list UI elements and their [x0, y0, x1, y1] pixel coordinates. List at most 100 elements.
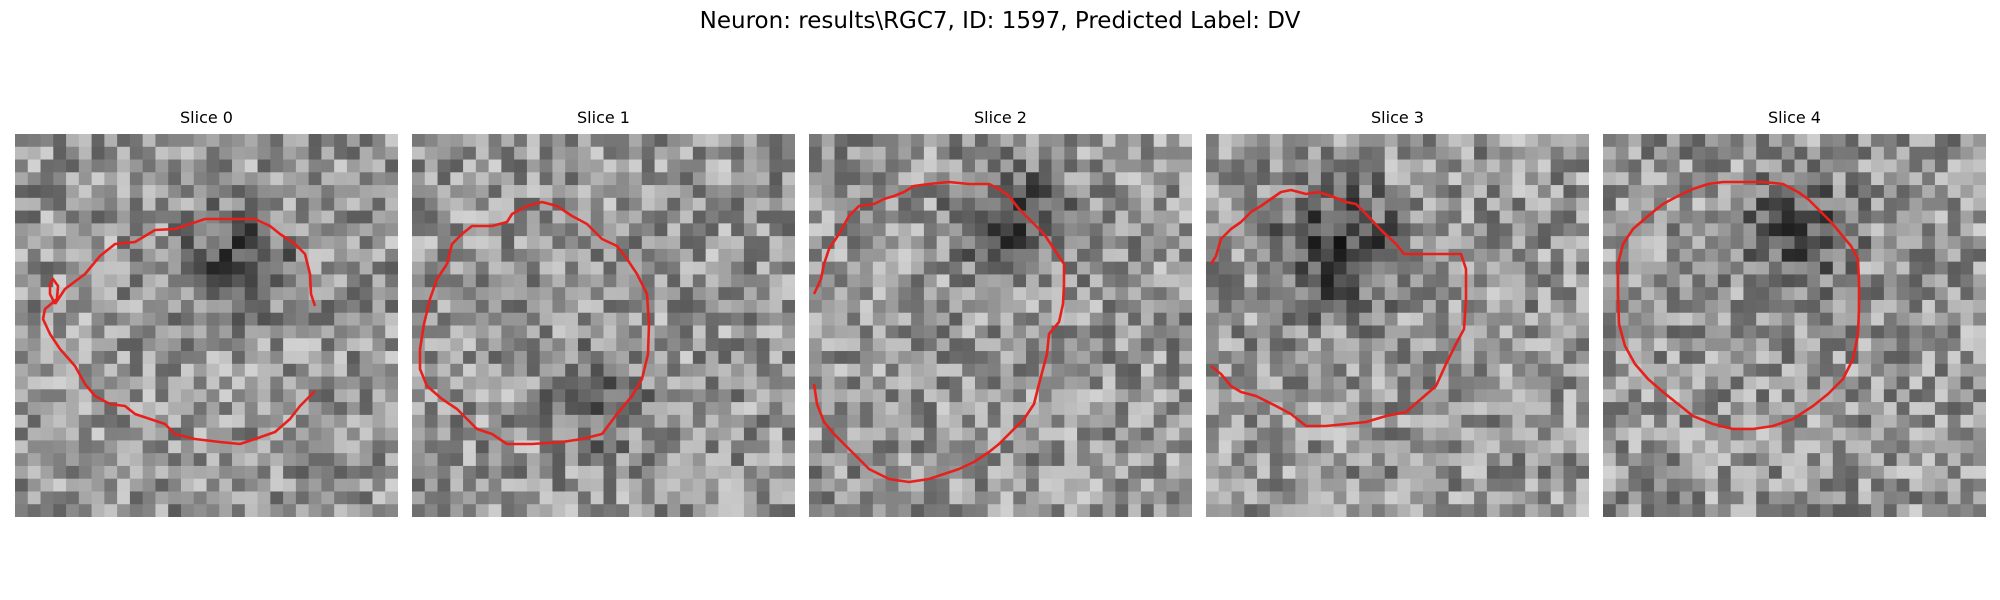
pixel: [501, 414, 515, 429]
pixel: [1705, 351, 1719, 365]
pixel: [1666, 146, 1681, 161]
pixel: [1102, 134, 1116, 148]
pixel: [1563, 261, 1577, 275]
pixel: [821, 504, 836, 517]
pixel: [1934, 185, 1949, 199]
pixel: [359, 338, 373, 352]
pixel: [590, 223, 604, 237]
pixel: [692, 440, 707, 454]
pixel: [450, 453, 464, 467]
pixel: [1973, 338, 1986, 352]
pixel: [718, 338, 732, 352]
pixel: [1705, 210, 1719, 224]
pixel: [1333, 274, 1347, 288]
pixel: [1231, 146, 1245, 161]
pixel: [475, 248, 490, 263]
pixel: [232, 197, 246, 212]
pixel: [1179, 236, 1192, 250]
pixel: [718, 134, 732, 148]
pixel: [565, 172, 579, 186]
pixel: [1179, 146, 1192, 161]
pixel: [641, 465, 656, 480]
pixel: [1603, 427, 1617, 441]
pixel: [654, 414, 668, 429]
pixel: [898, 351, 912, 365]
pixel: [1679, 325, 1693, 339]
pixel: [283, 338, 297, 352]
pixel: [155, 236, 169, 250]
pixel: [577, 376, 592, 390]
pixel: [629, 389, 643, 403]
pixel: [1666, 223, 1681, 237]
pixel: [66, 325, 80, 339]
pixel: [1705, 389, 1719, 403]
pixel: [1397, 478, 1411, 492]
pixel: [1153, 414, 1167, 429]
pixel: [1038, 491, 1053, 505]
pixel: [1206, 453, 1220, 467]
pixel: [692, 325, 707, 339]
pixel: [488, 134, 502, 148]
pixel: [1397, 325, 1411, 339]
pixel: [1525, 351, 1539, 365]
pixel: [743, 287, 758, 301]
pixel: [206, 185, 220, 199]
pixel: [1641, 287, 1655, 301]
pixel: [1654, 287, 1668, 301]
pixel: [616, 261, 630, 275]
pixel: [1384, 325, 1398, 339]
pixel: [680, 491, 694, 505]
pixel: [1000, 159, 1014, 173]
pixel: [1218, 453, 1233, 467]
pixel: [180, 363, 195, 378]
pixel: [1679, 274, 1693, 288]
pixel: [743, 236, 758, 250]
pixel: [232, 274, 246, 288]
pixel: [1218, 299, 1233, 314]
pixel: [40, 338, 54, 352]
pixel: [232, 325, 246, 339]
pixel: [1346, 363, 1360, 378]
pixel: [1115, 389, 1129, 403]
pixel: [654, 351, 668, 365]
pixel: [1218, 210, 1233, 224]
pixel: [769, 402, 783, 416]
pixel: [1026, 363, 1040, 378]
pixel: [1179, 312, 1192, 326]
pixel: [1026, 197, 1040, 212]
pixel: [552, 312, 566, 326]
pixel: [1486, 427, 1501, 441]
pixel: [1295, 261, 1309, 275]
pixel: [372, 376, 386, 390]
pixel: [1269, 236, 1284, 250]
pixel: [1679, 338, 1693, 352]
pixel: [385, 389, 398, 403]
pixel: [526, 146, 541, 161]
pixel: [629, 197, 643, 212]
pixel: [654, 312, 668, 326]
pixel: [1461, 185, 1475, 199]
pixel: [1461, 159, 1475, 173]
pixel: [1461, 248, 1475, 263]
pixel: [501, 261, 515, 275]
pixel: [680, 223, 694, 237]
pixel: [385, 185, 398, 199]
pixel: [475, 363, 490, 378]
pixel: [475, 197, 490, 212]
pixel: [616, 440, 630, 454]
pixel: [117, 312, 131, 326]
pixel: [1077, 134, 1091, 148]
pixel: [847, 159, 861, 173]
pixel: [1679, 478, 1693, 492]
pixel: [1486, 236, 1501, 250]
pixel: [782, 376, 795, 390]
pixel: [193, 389, 207, 403]
pixel: [180, 478, 195, 492]
pixel: [1474, 402, 1488, 416]
pixel: [1615, 197, 1630, 212]
pixel: [193, 223, 207, 237]
pixel: [834, 210, 848, 224]
pixel: [1308, 299, 1322, 314]
pixel: [1743, 159, 1757, 173]
pixel: [244, 236, 259, 250]
